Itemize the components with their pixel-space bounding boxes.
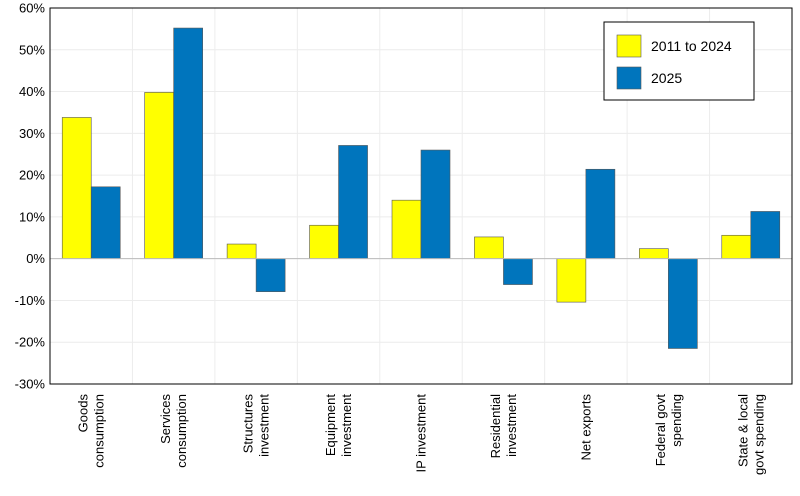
x-category-label-line: investment bbox=[339, 394, 354, 457]
x-category-label-line: IP investment bbox=[414, 394, 429, 473]
bar-series1 bbox=[309, 224, 339, 259]
bar-series2 bbox=[338, 145, 368, 259]
legend-label: 2025 bbox=[651, 70, 682, 86]
legend-swatch bbox=[616, 34, 642, 58]
x-category-label-line: Services bbox=[158, 394, 173, 444]
x-category-label: Services consumption bbox=[158, 394, 189, 468]
bar-series1 bbox=[391, 199, 422, 259]
bar-series1 bbox=[721, 234, 752, 259]
legend-label: 2011 to 2024 bbox=[651, 38, 732, 54]
bar-series2 bbox=[503, 258, 533, 285]
x-category-label-line: spending bbox=[669, 394, 684, 447]
x-category-label-line: govt spending bbox=[751, 394, 766, 475]
legend: 2011 to 2024 2025 bbox=[603, 21, 755, 101]
y-tick-label: 60% bbox=[19, 1, 45, 16]
y-tick-label: 30% bbox=[19, 126, 45, 141]
x-category-label: Goods consumption bbox=[76, 394, 107, 468]
x-category-label: Net exports bbox=[578, 394, 593, 461]
x-category-label-line: investment bbox=[504, 394, 519, 457]
x-category-label-line: Federal govt bbox=[653, 394, 668, 467]
bar-series2 bbox=[668, 258, 698, 349]
bar-series2 bbox=[255, 258, 286, 292]
x-category-label-line: State & local bbox=[735, 394, 750, 467]
y-tick-label: 0% bbox=[26, 251, 45, 266]
y-tick-label: -30% bbox=[15, 377, 46, 392]
bar-series2 bbox=[750, 211, 781, 259]
bar-series2 bbox=[90, 186, 121, 259]
bar-series2 bbox=[585, 168, 616, 259]
x-category-label-line: Net exports bbox=[578, 394, 593, 461]
bar-series2 bbox=[173, 27, 203, 259]
y-tick-label: -10% bbox=[15, 293, 46, 308]
y-tick-label: -20% bbox=[15, 335, 46, 350]
bar-series2 bbox=[420, 149, 451, 259]
x-axis-labels: Goods consumption Services consumption Struc… bbox=[76, 394, 767, 475]
x-category-label-line: consumption bbox=[174, 394, 189, 468]
bar-series1 bbox=[639, 248, 669, 259]
plot-frame bbox=[49, 7, 793, 385]
bar-series1 bbox=[474, 236, 504, 259]
y-axis-ticks: 60% 50% 40% 30% 20% 10% 0% -10% -20% -30% bbox=[15, 1, 46, 392]
y-tick-label: 50% bbox=[19, 42, 45, 57]
x-category-label: Structures investment bbox=[241, 394, 272, 457]
x-category-label-line: Residential bbox=[488, 394, 503, 458]
bar-series1 bbox=[556, 258, 587, 303]
y-tick-label: 40% bbox=[19, 84, 45, 99]
x-category-label-line: Equipment bbox=[323, 394, 338, 457]
x-category-label: Equipment investment bbox=[323, 394, 354, 457]
x-category-label: Residential investment bbox=[488, 394, 519, 459]
bar-series1 bbox=[61, 117, 92, 259]
y-tick-label: 10% bbox=[19, 209, 45, 224]
y-tick-label: 20% bbox=[19, 168, 45, 183]
bar-series1 bbox=[226, 243, 257, 259]
bar-series1 bbox=[144, 92, 174, 259]
x-category-label-line: consumption bbox=[92, 394, 107, 468]
x-category-label-line: Goods bbox=[76, 394, 91, 433]
x-category-label-line: investment bbox=[257, 394, 272, 457]
x-category-label: State & local govt spending bbox=[735, 394, 766, 475]
x-category-label-line: Structures bbox=[241, 394, 256, 454]
legend-swatch bbox=[616, 66, 642, 90]
x-category-label: Federal govt spending bbox=[653, 394, 684, 467]
bars bbox=[61, 27, 781, 349]
x-category-label: IP investment bbox=[414, 394, 429, 473]
